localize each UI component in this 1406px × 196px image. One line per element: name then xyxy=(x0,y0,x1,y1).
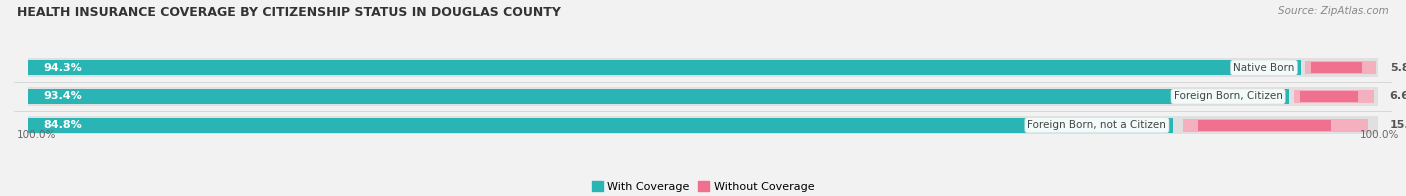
Text: Native Born: Native Born xyxy=(1233,63,1295,73)
Bar xyxy=(1310,62,1362,73)
Bar xyxy=(1305,61,1376,74)
Bar xyxy=(28,87,1378,106)
Bar xyxy=(28,118,1173,133)
Text: 94.3%: 94.3% xyxy=(44,63,83,73)
Bar xyxy=(28,60,1302,75)
Bar xyxy=(1184,119,1368,132)
Text: 6.6%: 6.6% xyxy=(1389,92,1406,102)
Text: 93.4%: 93.4% xyxy=(44,92,83,102)
Text: 100.0%: 100.0% xyxy=(1360,130,1399,140)
Text: Foreign Born, Citizen: Foreign Born, Citizen xyxy=(1174,92,1282,102)
Bar xyxy=(1301,91,1358,102)
Text: 84.8%: 84.8% xyxy=(44,120,83,130)
Text: 5.8%: 5.8% xyxy=(1391,63,1406,73)
Bar xyxy=(28,58,1378,77)
Legend: With Coverage, Without Coverage: With Coverage, Without Coverage xyxy=(588,177,818,196)
Text: Foreign Born, not a Citizen: Foreign Born, not a Citizen xyxy=(1028,120,1167,130)
Text: HEALTH INSURANCE COVERAGE BY CITIZENSHIP STATUS IN DOUGLAS COUNTY: HEALTH INSURANCE COVERAGE BY CITIZENSHIP… xyxy=(17,6,561,19)
Bar xyxy=(28,89,1289,104)
Text: 15.2%: 15.2% xyxy=(1389,120,1406,130)
Bar xyxy=(1198,120,1331,131)
Text: 100.0%: 100.0% xyxy=(17,130,56,140)
Bar xyxy=(1294,90,1374,103)
Text: Source: ZipAtlas.com: Source: ZipAtlas.com xyxy=(1278,6,1389,16)
Bar xyxy=(28,116,1378,134)
